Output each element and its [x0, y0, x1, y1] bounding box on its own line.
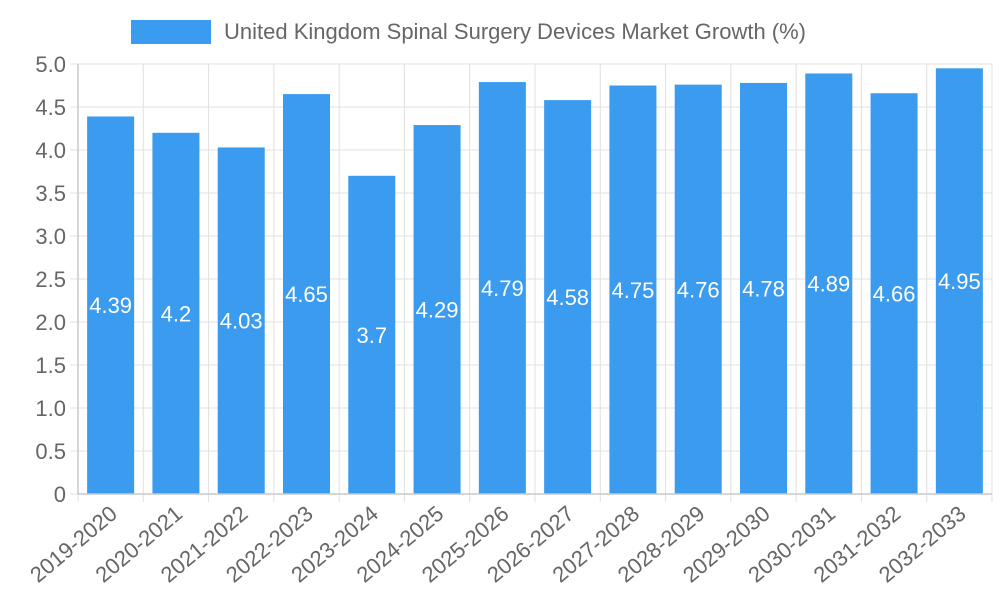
y-tick-label: 3.5: [35, 181, 66, 206]
data-label: 4.79: [481, 276, 524, 301]
y-tick-label: 1.0: [35, 396, 66, 421]
bar-2022-2023[interactable]: [282, 94, 331, 494]
legend[interactable]: United Kingdom Spinal Surgery Devices Ma…: [131, 19, 806, 44]
y-tick-label: 0.5: [35, 439, 66, 464]
data-label: 4.75: [612, 278, 655, 303]
y-tick-label: 5.0: [35, 52, 66, 77]
bar-2031-2032[interactable]: [870, 93, 918, 495]
data-label: 4.39: [89, 293, 132, 318]
y-tick-label: 4.0: [35, 138, 66, 163]
bar-2028-2029[interactable]: [674, 84, 722, 494]
y-tick-label: 3.0: [35, 224, 66, 249]
data-label: 4.29: [416, 298, 459, 323]
data-label: 4.2: [161, 301, 192, 326]
data-label: 4.89: [807, 272, 850, 297]
bar-2026-2027[interactable]: [544, 100, 592, 495]
legend-label[interactable]: United Kingdom Spinal Surgery Devices Ma…: [224, 19, 806, 44]
bar-2023-2024[interactable]: [348, 175, 396, 495]
bar-2021-2022[interactable]: [217, 147, 265, 495]
bars: [87, 68, 983, 495]
y-tick-label: 1.5: [35, 353, 66, 378]
data-label: 4.58: [546, 285, 589, 310]
data-label: 4.03: [220, 309, 263, 334]
data-label: 4.76: [677, 277, 720, 302]
grid: [70, 63, 993, 502]
bar-2030-2031[interactable]: [805, 73, 853, 495]
data-label: 3.7: [356, 323, 387, 348]
bar-2027-2028[interactable]: [609, 85, 657, 495]
legend-swatch[interactable]: [131, 20, 211, 44]
bar-2020-2021[interactable]: [152, 132, 200, 495]
y-tick-label: 0: [54, 482, 66, 507]
bar-2025-2026[interactable]: [478, 82, 526, 494]
y-tick-label: 2.5: [35, 267, 66, 292]
y-tick-label: 2.0: [35, 310, 66, 335]
data-labels: 4.39 4.2 4.03 4.65 3.7 4.29 4.79 4.58 4.75 4.76 4.…: [89, 269, 981, 348]
bar-2019-2020[interactable]: [87, 116, 135, 495]
bar-2032-2033[interactable]: [935, 68, 983, 495]
bar-2024-2025[interactable]: [413, 125, 461, 494]
data-label: 4.95: [938, 269, 981, 294]
data-label: 4.78: [742, 276, 785, 301]
data-label: 4.65: [285, 282, 328, 307]
y-tick-label: 4.5: [35, 95, 66, 120]
bar-2029-2030[interactable]: [739, 82, 788, 495]
data-label: 4.66: [873, 282, 916, 307]
